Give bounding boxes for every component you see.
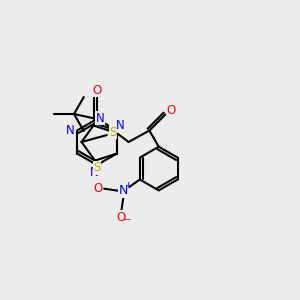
Text: O: O — [167, 104, 176, 117]
Text: N: N — [66, 124, 74, 137]
Text: O: O — [94, 182, 103, 195]
Text: O: O — [92, 84, 102, 97]
Text: S: S — [93, 161, 101, 174]
Text: S: S — [109, 126, 116, 139]
Text: N: N — [90, 166, 98, 178]
Text: N: N — [96, 112, 104, 125]
Text: O: O — [117, 211, 126, 224]
Text: N: N — [116, 119, 124, 132]
Text: −: − — [123, 214, 132, 224]
Text: N: N — [119, 184, 128, 197]
Text: +: + — [124, 182, 131, 190]
